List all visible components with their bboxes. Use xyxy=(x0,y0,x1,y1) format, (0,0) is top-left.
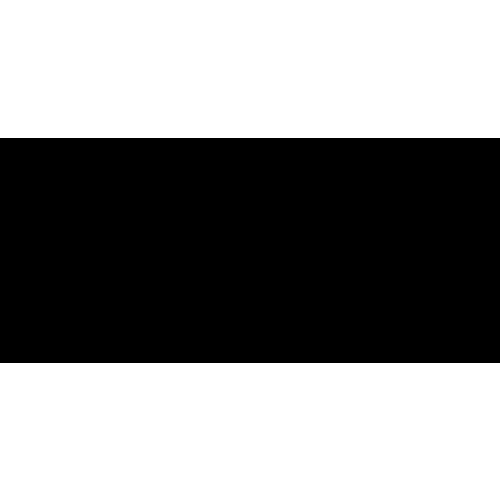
black-rectangle xyxy=(0,138,500,363)
